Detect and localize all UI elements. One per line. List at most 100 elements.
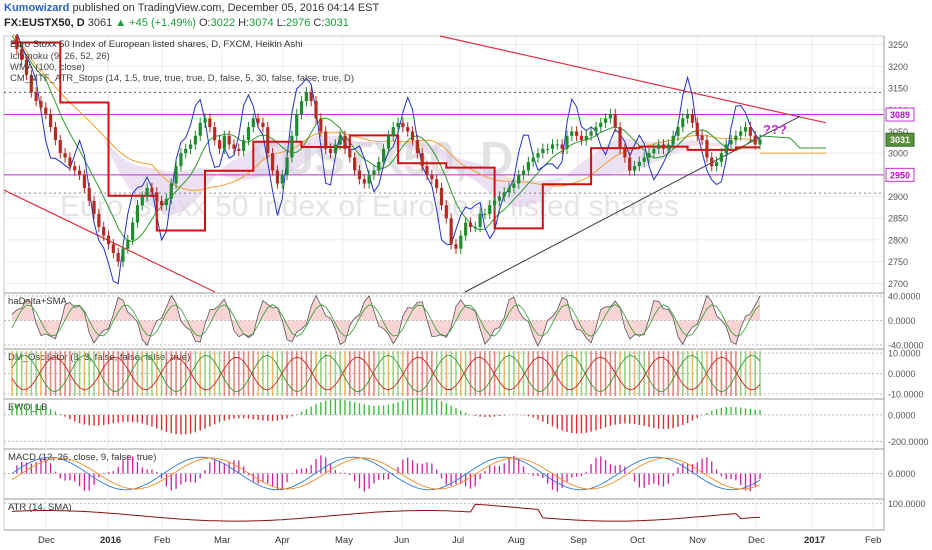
x-tick-label: Jun [394, 535, 409, 546]
candle-body [449, 218, 453, 245]
candle-body [381, 148, 386, 162]
x-tick-label: 2016 [100, 535, 121, 546]
question-annotation: ??? [763, 122, 787, 137]
y-tick-label: 3250 [888, 40, 908, 50]
candle-body [164, 198, 169, 206]
candle-body [49, 114, 53, 128]
x-tick-label: Mar [214, 535, 230, 546]
x-tick-label: 2017 [804, 535, 825, 546]
candle-body [188, 144, 193, 149]
candle-body [68, 157, 72, 167]
candle-body [391, 127, 395, 136]
candle-body [217, 140, 222, 149]
candle-body [758, 139, 762, 145]
candle-body [623, 148, 627, 158]
candle-body [608, 114, 612, 119]
candle-body [29, 75, 33, 93]
candle-body [714, 161, 719, 167]
published-text: published on TradingView.com, December 0… [72, 2, 380, 14]
candle-body [203, 118, 207, 123]
candle-body [155, 192, 159, 201]
y-tick-label: 2750 [888, 257, 908, 267]
x-tick-label: Feb [154, 535, 170, 546]
candle-body [82, 174, 86, 188]
kijun-line [11, 35, 761, 243]
candle-body [362, 179, 366, 184]
candle-body [304, 92, 308, 102]
candle-body [541, 148, 545, 154]
candle-body [666, 144, 670, 149]
panel-tick-label: 100.0000 [888, 499, 926, 509]
candle-body [92, 200, 96, 214]
hadelta-sma-line [11, 304, 761, 337]
panel-tick-label: 40.0000 [888, 292, 921, 302]
x-tick-label: Dec [748, 535, 765, 546]
dm-plus-line [11, 354, 761, 393]
y-tick-label: 3150 [888, 84, 908, 94]
candle-body [603, 118, 608, 123]
x-tick-label: Apr [275, 535, 290, 546]
candle-body [420, 153, 424, 167]
candle-body [686, 114, 690, 119]
y-tick-label: 3050 [888, 127, 908, 137]
candle-body [111, 244, 115, 253]
candle-body [676, 127, 680, 136]
x-tick-label: Aug [508, 535, 525, 546]
candle-body [613, 114, 617, 128]
candle-body [512, 183, 516, 188]
x-tick-label: Jul [452, 535, 464, 546]
candle-body [251, 118, 255, 128]
candle-body [396, 122, 400, 128]
candle-body [459, 235, 463, 249]
candle-body [77, 170, 82, 175]
candle-body [34, 92, 38, 102]
candle-body [739, 131, 743, 136]
candle-body [657, 144, 661, 149]
open-value: 3022 [210, 17, 236, 29]
candle-body [584, 135, 588, 141]
ohlc-line: FX:EUSTX50, D 3061 ▲ +45 (+1.49%) O:3022… [4, 17, 349, 29]
candle-body [353, 157, 357, 171]
panel-2: DM_Oscillator (3, 3, false, false, false… [4, 351, 884, 396]
x-tick-label: May [335, 535, 353, 546]
panel-tick-label: -40.0000 [888, 340, 924, 350]
projected-cloud-line [759, 135, 826, 149]
candle-body [435, 179, 439, 188]
candle-body [570, 131, 574, 136]
candle-body [328, 148, 333, 154]
candle-body [526, 161, 530, 171]
candle-body [285, 157, 289, 175]
candle-body [425, 166, 429, 175]
candle-body [169, 183, 173, 199]
candle-body [652, 148, 656, 154]
panel-tick-label: 10.0000 [888, 349, 921, 359]
candle-body [348, 148, 352, 158]
chart-header: Kumowizard published on TradingView.com,… [0, 0, 932, 34]
indicator-panels: haDelta+SMA DM_Oscillator (3, 3, false, f… [4, 294, 884, 522]
candle-body [705, 140, 709, 158]
y-tick-label: 2850 [888, 214, 908, 224]
panel-tick-label: 0.0000 [888, 369, 916, 379]
candle-body [575, 131, 579, 136]
candle-body [628, 157, 632, 171]
candle-body [343, 135, 347, 149]
candle-body [309, 92, 313, 102]
symbol-label: FX:EUSTX50, D [4, 17, 85, 29]
candle-body [73, 166, 77, 171]
author-link[interactable]: Kumowizard [4, 2, 70, 14]
candle-body [599, 122, 603, 128]
candle-body [338, 135, 342, 145]
candle-body [145, 187, 149, 197]
panel-tick-label: 0.0000 [888, 410, 916, 420]
candle-body [386, 135, 391, 149]
panel-tick-label: 0.0000 [888, 316, 916, 326]
candle-body [227, 135, 231, 145]
macd-signal-line [11, 457, 761, 490]
last-price: 3061 [87, 17, 113, 29]
candle-body [464, 222, 468, 236]
candle-body [179, 153, 183, 167]
candle-body [324, 131, 328, 149]
panel-tick-label: -200.0000 [888, 437, 929, 447]
